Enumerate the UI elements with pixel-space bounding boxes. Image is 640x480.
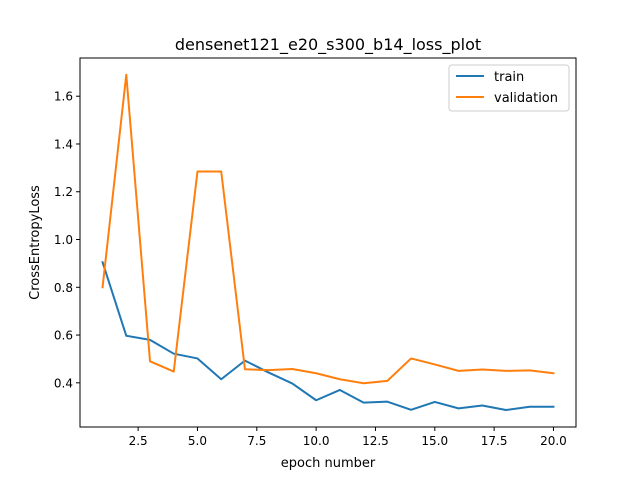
series-layer — [101, 73, 555, 412]
x-tick-label: 17.5 — [481, 434, 508, 448]
x-tick-label: 7.5 — [247, 434, 266, 448]
x-tick-label: 20.0 — [540, 434, 567, 448]
data-point-validation — [529, 369, 531, 371]
data-point-train — [220, 378, 222, 380]
y-tick-label: 0.8 — [54, 281, 73, 295]
data-point-train — [125, 335, 127, 337]
data-point-train — [268, 372, 270, 374]
data-point-train — [339, 389, 341, 391]
data-point-train — [173, 353, 175, 355]
data-point-validation — [220, 170, 222, 172]
y-tick-label: 1.0 — [54, 233, 73, 247]
y-tick-label: 1.6 — [54, 90, 73, 104]
axes-frame — [79, 57, 577, 428]
data-point-validation — [268, 369, 270, 371]
x-tick-label: 5.0 — [188, 434, 207, 448]
data-point-train — [102, 261, 104, 263]
data-point-train — [481, 405, 483, 407]
y-tick-label: 1.2 — [54, 185, 73, 199]
data-point-train — [315, 399, 317, 401]
data-point-train — [386, 401, 388, 403]
x-axis-ticks: 2.5 5.0 7.5 10.0 12.5 15.0 17.5 20.0 — [129, 427, 567, 448]
data-point-validation — [196, 170, 198, 172]
y-axis-ticks: 0.4 0.6 0.8 1.0 1.2 1.4 1.6 — [54, 90, 80, 390]
data-point-train — [552, 406, 554, 408]
x-tick-label: 2.5 — [129, 434, 148, 448]
data-point-validation — [244, 368, 246, 370]
data-point-validation — [481, 368, 483, 370]
y-tick-label: 1.4 — [54, 137, 73, 151]
y-tick-label: 0.6 — [54, 329, 73, 343]
data-point-train — [434, 401, 436, 403]
data-point-validation — [291, 368, 293, 370]
legend: train validation — [448, 64, 570, 112]
y-axis-label: CrossEntropyLoss — [28, 185, 43, 300]
data-point-train — [363, 402, 365, 404]
data-point-validation — [102, 286, 104, 288]
data-point-validation — [363, 382, 365, 384]
legend-label-validation: validation — [494, 91, 558, 106]
plot-area — [79, 57, 577, 428]
data-point-validation — [458, 370, 460, 372]
x-tick-label: 15.0 — [421, 434, 448, 448]
data-point-train — [505, 409, 507, 411]
chart-title: densenet121_e20_s300_b14_loss_plot — [175, 35, 481, 55]
x-axis-label: epoch number — [281, 456, 376, 471]
x-tick-label: 10.0 — [303, 434, 330, 448]
data-point-validation — [173, 371, 175, 373]
data-point-train — [291, 383, 293, 385]
data-point-validation — [434, 363, 436, 365]
data-point-validation — [505, 370, 507, 372]
data-point-validation — [315, 372, 317, 374]
data-point-validation — [410, 357, 412, 359]
data-point-validation — [386, 380, 388, 382]
data-point-validation — [552, 372, 554, 374]
data-point-validation — [149, 360, 151, 362]
series-line-train — [101, 260, 555, 412]
data-point-train — [458, 407, 460, 409]
data-point-train — [410, 409, 412, 411]
series-line-validation — [101, 73, 555, 385]
data-point-validation — [339, 378, 341, 380]
x-tick-label: 12.5 — [362, 434, 389, 448]
data-point-train — [196, 357, 198, 359]
data-point-validation — [125, 74, 127, 76]
data-point-train — [529, 406, 531, 408]
y-tick-label: 0.4 — [54, 376, 73, 390]
data-point-train — [149, 339, 151, 341]
legend-label-train: train — [494, 70, 524, 85]
